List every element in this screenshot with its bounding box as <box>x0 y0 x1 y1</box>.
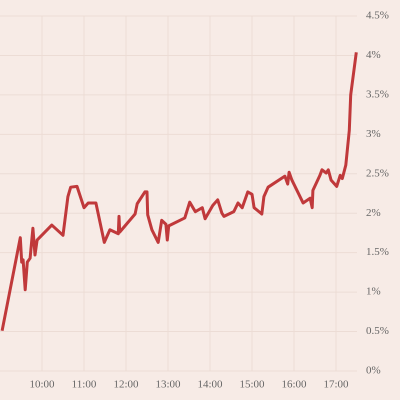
y-tick-label: 4.5% <box>366 10 389 22</box>
y-tick-label: 4% <box>366 49 381 61</box>
y-tick-label: 0% <box>366 365 381 377</box>
line <box>0 52 358 332</box>
x-tick-label: 10:00 <box>29 379 55 391</box>
y-tick-label: 2.5% <box>366 167 389 179</box>
x-tick-label: 11:00 <box>72 379 97 391</box>
x-tick-label: 16:00 <box>281 379 307 391</box>
x-tick-label: 13:00 <box>155 379 181 391</box>
x-tick-label: 15:00 <box>239 379 265 391</box>
x-tick-label: 14:00 <box>197 379 223 391</box>
x-tick-label: 12:00 <box>113 379 139 391</box>
y-tick-label: 1% <box>366 286 381 298</box>
y-tick-label: 3% <box>366 128 381 140</box>
y-tick-label: 3.5% <box>366 88 389 100</box>
y-tick-label: 1.5% <box>366 246 389 258</box>
x-tick-label: 17:00 <box>323 379 349 391</box>
y-tick-label: 2% <box>366 207 381 219</box>
y-tick-label: 0.5% <box>366 325 389 337</box>
